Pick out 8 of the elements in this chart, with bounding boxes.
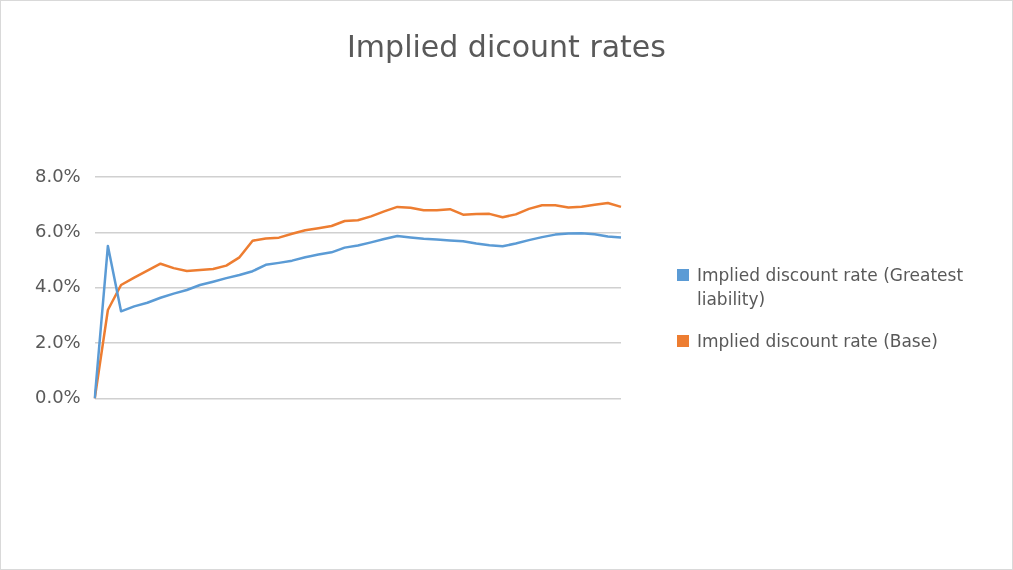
y-tick-label: 2.0%	[35, 330, 81, 352]
y-tick-label: 4.0%	[35, 275, 81, 297]
chart-title: Implied dicount rates	[346, 29, 667, 64]
y-tick-label: 8.0%	[35, 164, 81, 186]
legend-label: Implied discount rate (Base)	[697, 330, 938, 353]
y-tick-label: 6.0%	[35, 220, 81, 242]
legend-label: Implied discount rate (Greatest liability)	[697, 264, 965, 311]
y-tick-label: 0.0%	[35, 386, 81, 408]
